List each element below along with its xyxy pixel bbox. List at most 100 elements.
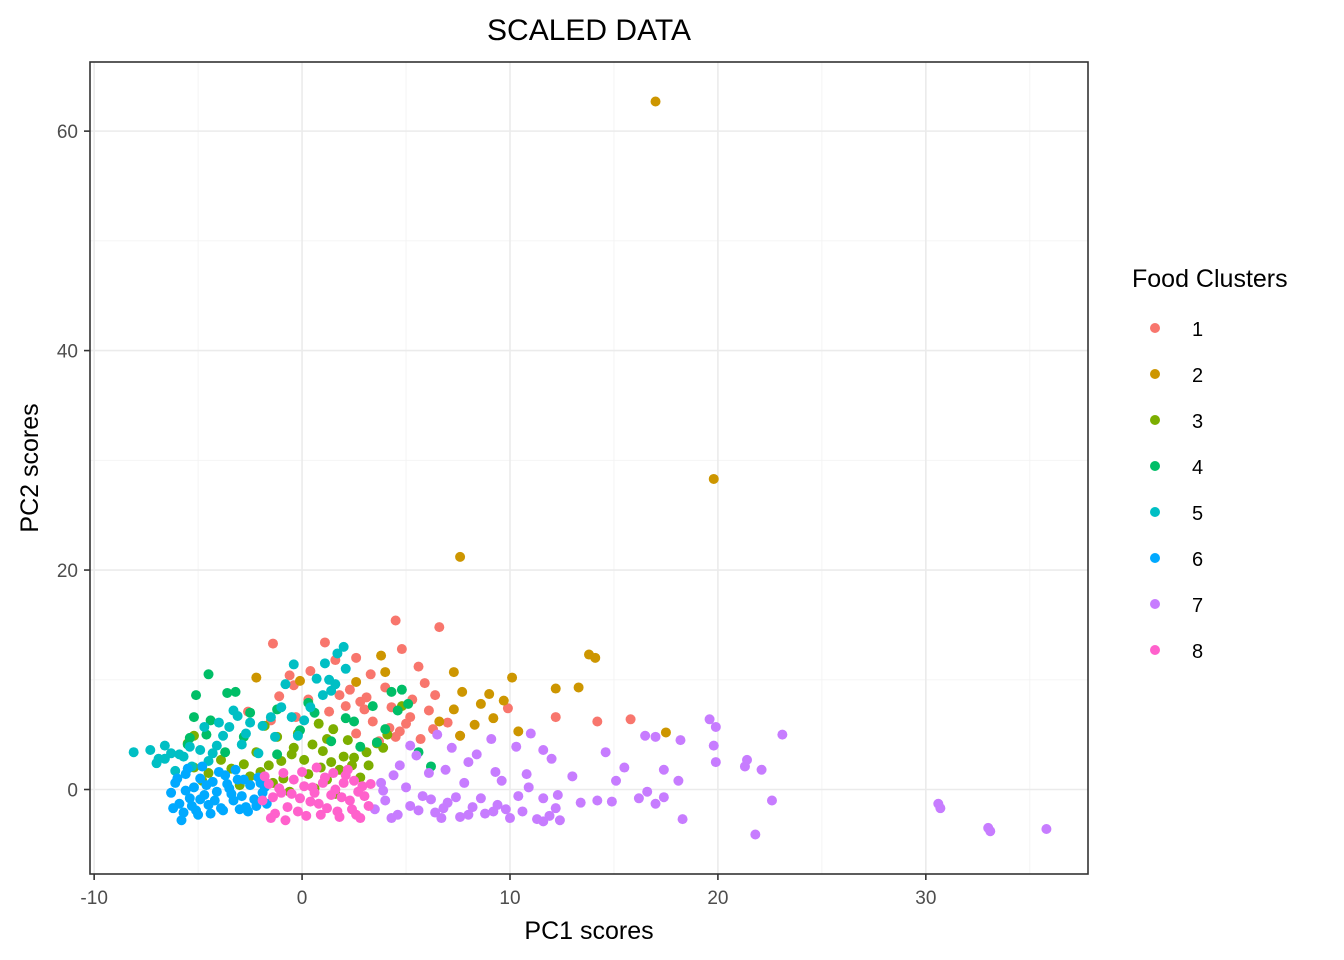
point-cluster-6-37 — [226, 788, 237, 799]
point-cluster-7-25 — [488, 806, 499, 817]
point-cluster-7-18 — [401, 782, 412, 793]
point-cluster-2-23 — [351, 676, 362, 687]
legend-label-8: 8 — [1192, 641, 1203, 663]
point-cluster-4-14 — [380, 724, 391, 735]
legend-label-1: 1 — [1192, 319, 1203, 341]
point-cluster-6-30 — [230, 764, 241, 775]
point-cluster-8-44 — [334, 811, 345, 822]
point-cluster-8-6 — [294, 793, 305, 804]
point-cluster-8-35 — [330, 784, 341, 795]
point-cluster-1-0 — [267, 638, 278, 649]
point-cluster-2-13 — [448, 704, 459, 715]
x-axis-title: PC1 scores — [524, 917, 653, 945]
point-cluster-1-45 — [390, 731, 401, 742]
point-cluster-3-5 — [326, 757, 337, 768]
point-cluster-7-8 — [467, 802, 478, 813]
point-cluster-8-27 — [305, 796, 316, 807]
point-cluster-8-5 — [288, 774, 299, 785]
point-cluster-4-11 — [386, 686, 397, 697]
point-cluster-3-26 — [363, 760, 374, 771]
point-cluster-6-45 — [180, 785, 191, 796]
point-cluster-5-15 — [224, 721, 235, 732]
point-cluster-1-41 — [502, 703, 513, 714]
point-cluster-7-83 — [606, 796, 617, 807]
point-cluster-7-66 — [411, 750, 422, 761]
point-cluster-7-63 — [496, 775, 507, 786]
major-gridlines — [90, 62, 1088, 874]
point-cluster-5-33 — [253, 748, 264, 759]
point-cluster-1-7 — [365, 669, 376, 680]
point-cluster-7-50 — [935, 803, 946, 814]
point-cluster-5-7 — [170, 765, 181, 776]
point-cluster-4-25 — [340, 713, 351, 724]
point-cluster-1-15 — [423, 705, 434, 716]
point-cluster-1-43 — [401, 718, 412, 729]
point-cluster-4-22 — [272, 749, 283, 760]
point-cluster-8-32 — [274, 783, 285, 794]
point-cluster-4-0 — [203, 669, 214, 680]
legend-key-6 — [1150, 553, 1160, 563]
point-cluster-5-26 — [332, 648, 343, 659]
point-cluster-5-40 — [174, 749, 185, 760]
point-cluster-4-20 — [220, 747, 231, 758]
point-cluster-1-4 — [413, 661, 424, 672]
point-cluster-8-19 — [280, 815, 291, 826]
point-cluster-1-1 — [319, 637, 330, 648]
legend-label-7: 7 — [1192, 595, 1203, 617]
point-cluster-3-6 — [263, 760, 274, 771]
point-cluster-5-21 — [286, 712, 297, 723]
point-cluster-7-40 — [704, 714, 715, 725]
point-cluster-6-5 — [184, 793, 195, 804]
point-cluster-2-6 — [448, 667, 459, 678]
point-cluster-2-21 — [251, 672, 262, 683]
point-cluster-7-68 — [567, 771, 578, 782]
point-cluster-6-46 — [195, 794, 206, 805]
point-cluster-2-7 — [457, 686, 468, 697]
point-cluster-7-57 — [486, 734, 497, 745]
point-cluster-4-28 — [355, 741, 366, 752]
point-cluster-1-24 — [324, 706, 335, 717]
point-cluster-7-30 — [575, 797, 586, 808]
point-cluster-7-67 — [394, 760, 405, 771]
point-cluster-3-2 — [299, 754, 310, 765]
point-cluster-5-20 — [276, 702, 287, 713]
point-cluster-8-37 — [365, 779, 376, 790]
point-cluster-5-17 — [245, 717, 256, 728]
point-cluster-7-24 — [475, 793, 486, 804]
point-cluster-7-37 — [658, 792, 669, 803]
point-cluster-7-36 — [650, 798, 661, 809]
point-cluster-7-73 — [550, 803, 561, 814]
point-cluster-8-24 — [355, 813, 366, 824]
point-cluster-4-29 — [392, 705, 403, 716]
point-cluster-6-26 — [182, 763, 193, 774]
point-cluster-7-62 — [521, 769, 532, 780]
point-cluster-6-40 — [168, 803, 179, 814]
point-cluster-2-4 — [590, 652, 601, 663]
point-cluster-8-45 — [353, 786, 364, 797]
point-cluster-7-84 — [650, 731, 661, 742]
legend-key-7 — [1150, 599, 1160, 609]
point-cluster-1-44 — [355, 696, 366, 707]
point-cluster-6-34 — [186, 800, 197, 811]
point-cluster-1-17 — [442, 717, 453, 728]
point-cluster-7-55 — [446, 742, 457, 753]
point-cluster-7-52 — [985, 826, 996, 837]
point-cluster-2-12 — [469, 719, 480, 730]
legend-label-5: 5 — [1192, 503, 1203, 525]
point-cluster-6-25 — [176, 815, 187, 826]
point-cluster-7-79 — [378, 785, 389, 796]
point-cluster-8-22 — [328, 768, 339, 779]
point-cluster-7-26 — [500, 804, 511, 815]
legend-key-5 — [1150, 507, 1160, 517]
point-cluster-5-0 — [128, 747, 139, 758]
point-cluster-7-85 — [708, 740, 719, 751]
point-cluster-8-0 — [257, 795, 268, 806]
point-cluster-8-17 — [363, 800, 374, 811]
point-cluster-4-24 — [326, 736, 337, 747]
point-cluster-1-9 — [305, 666, 316, 676]
point-cluster-3-4 — [317, 746, 328, 757]
point-cluster-5-43 — [326, 685, 337, 696]
point-cluster-1-38 — [550, 712, 561, 723]
data-points — [128, 96, 1052, 840]
legend-key-2 — [1150, 369, 1160, 379]
